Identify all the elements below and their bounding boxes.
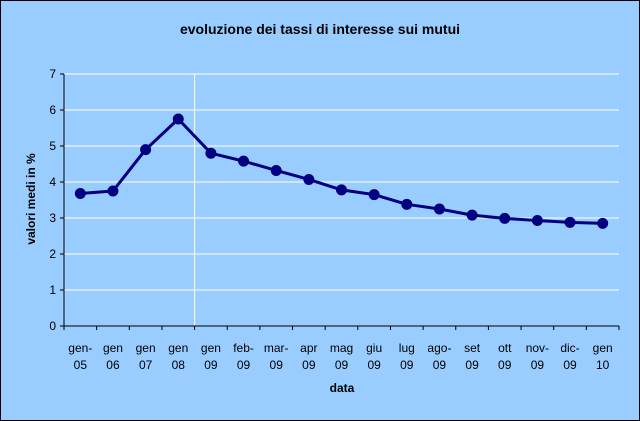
y-axis-label: valori medi in % [24,153,38,245]
x-tick-label: gen [168,341,188,355]
x-tick-label: 09 [563,358,577,372]
x-tick-label: gen- [68,341,92,355]
x-tick-label: 09 [270,358,284,372]
x-tick-label: ott [498,341,512,355]
data-point [499,212,511,224]
x-tick-label: 09 [433,358,447,372]
x-tick-label: 06 [106,358,120,372]
series-polyline [80,117,603,225]
x-tick-label: 09 [335,358,349,372]
x-tick-label: 05 [74,358,88,372]
y-tick-label: 5 [49,139,56,153]
y-tick-label: 6 [49,103,56,117]
x-tick-labels: gen- 05 gen 06 gen 07 gen 08 gen 09 feb- 09 mar- 09 ap… [68,341,612,372]
data-point [401,198,413,210]
data-point [433,203,445,215]
x-tick-label: mag [330,341,353,355]
data-point [238,155,250,167]
x-axis-label: data [330,381,355,395]
x-tick-label: 10 [596,358,610,372]
y-tick-label: 1 [49,283,56,297]
axes [60,73,620,330]
x-tick-label: feb- [233,341,254,355]
data-point [107,185,119,197]
x-tick-label: gen [136,341,156,355]
x-tick-label: 09 [302,358,316,372]
x-tick-label: dic- [560,341,579,355]
x-tick-label: gen [201,341,221,355]
x-tick-label: lug [399,341,415,355]
x-tick-label: apr [300,341,317,355]
data-point [270,164,282,176]
x-tick-label: 07 [139,358,153,372]
x-tick-label: mar- [264,341,289,355]
data-point [531,215,543,227]
data-markers [74,113,609,229]
chart-title: evoluzione dei tassi di interesse sui mu… [180,21,460,37]
x-tick-label: 09 [237,358,251,372]
data-point [466,209,478,221]
y-tick-label: 3 [49,211,56,225]
data-point [564,216,576,228]
data-point [336,184,347,196]
y-tick-labels: 0 1 2 3 4 5 6 7 [49,67,56,333]
x-tick-label: nov- [526,341,549,355]
y-tick-label: 7 [49,67,56,81]
data-point [303,173,315,185]
x-tick-label: 09 [367,358,381,372]
data-point [172,113,184,125]
x-tick-label: gen [103,341,123,355]
y-tick-label: 4 [49,175,56,189]
x-tick-label: 09 [465,358,479,372]
x-tick-label: ago- [427,341,451,355]
x-tick-label: set [464,341,481,355]
series-line [80,117,603,225]
x-tick-label: 08 [172,358,186,372]
data-point [597,217,609,229]
y-tick-label: 0 [49,319,56,333]
data-point [205,147,217,159]
x-tick-label: gen [593,341,613,355]
gridlines [64,73,619,326]
x-tick-label: 09 [204,358,218,372]
y-tick-label: 2 [49,247,56,261]
x-tick-label: 09 [531,358,545,372]
data-point [74,188,86,200]
data-point [140,144,152,156]
x-tick-label: giu [366,341,382,355]
x-tick-label: 09 [400,358,414,372]
data-point [368,189,380,201]
x-tick-label: 09 [498,358,512,372]
